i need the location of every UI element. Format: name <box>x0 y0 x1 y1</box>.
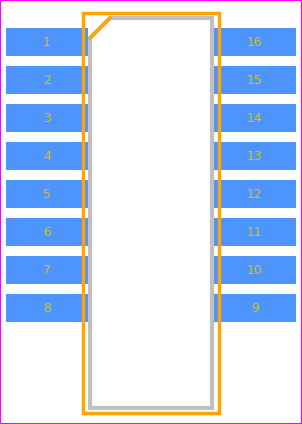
Text: 2: 2 <box>43 73 51 86</box>
Text: 14: 14 <box>247 112 263 125</box>
Text: 15: 15 <box>247 73 263 86</box>
Bar <box>6 180 88 208</box>
Bar <box>214 66 296 94</box>
Text: 4: 4 <box>43 150 51 162</box>
Bar <box>6 28 88 56</box>
Bar <box>214 180 296 208</box>
Bar <box>214 28 296 56</box>
Text: 11: 11 <box>247 226 263 238</box>
Text: 13: 13 <box>247 150 263 162</box>
Bar <box>214 294 296 322</box>
Bar <box>214 104 296 132</box>
Bar <box>6 256 88 284</box>
Text: 12: 12 <box>247 187 263 201</box>
Bar <box>6 142 88 170</box>
Text: 8: 8 <box>43 301 51 315</box>
Bar <box>214 218 296 246</box>
Bar <box>83 13 219 413</box>
Polygon shape <box>90 18 212 408</box>
Text: 6: 6 <box>43 226 51 238</box>
Text: 7: 7 <box>43 263 51 276</box>
Text: 16: 16 <box>247 36 263 48</box>
Bar <box>6 218 88 246</box>
Bar <box>6 104 88 132</box>
Bar <box>214 256 296 284</box>
Text: 5: 5 <box>43 187 51 201</box>
Text: 9: 9 <box>251 301 259 315</box>
Bar <box>6 66 88 94</box>
Text: 10: 10 <box>247 263 263 276</box>
Bar <box>6 294 88 322</box>
Text: 3: 3 <box>43 112 51 125</box>
Text: 1: 1 <box>43 36 51 48</box>
Bar <box>214 142 296 170</box>
